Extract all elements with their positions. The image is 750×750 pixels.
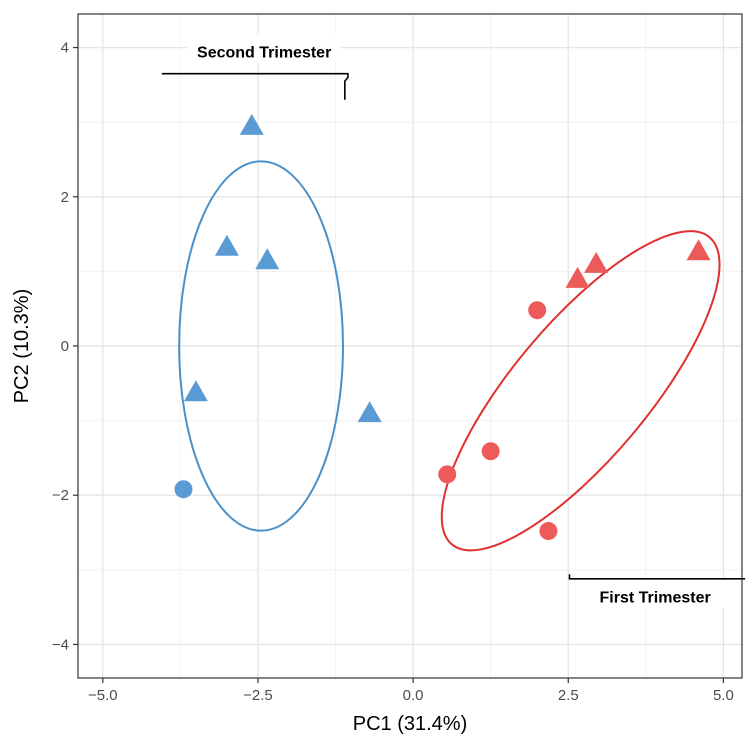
x-tick-label: −5.0 [88,687,118,704]
point-triangle-first [584,251,609,273]
ellipse-first [440,230,721,552]
point-circle-first [438,465,457,484]
point-triangle-second [357,401,382,423]
group-ellipses [178,160,721,552]
point-triangle-second [239,113,264,135]
point-circle-first [539,522,558,541]
point-circle-first [481,442,500,461]
x-tick-label: 2.5 [558,687,579,704]
grid [78,14,742,678]
x-tick-label: −2.5 [243,687,273,704]
annotation-label-bg [187,34,341,63]
point-triangle-first [565,266,590,288]
ellipse-second [178,160,344,532]
x-axis-title: PC1 (31.4%) [353,713,468,735]
y-tick-label: −4 [52,636,69,653]
annotation-label-bg [583,579,728,608]
point-circle-first [528,301,547,320]
point-triangle-second [183,380,208,402]
axis-ticks: −5.0 −2.5 0.0 2.5 5.0 −4 −2 0 2 4 [52,40,734,704]
annotations: Second Trimester First Trimester [161,34,746,608]
data-points [174,113,711,541]
point-triangle-second [255,248,280,270]
second-trimester-label: Second Trimester [197,44,331,61]
annotation-leader-line [161,72,349,100]
annotation-leader-line [568,574,746,580]
y-tick-label: 2 [61,189,69,206]
point-circle-second [174,480,193,499]
y-axis-title: PC2 (10.3%) [11,289,33,404]
y-tick-label: −2 [52,487,69,504]
point-triangle-second [214,234,239,256]
x-tick-label: 0.0 [403,687,424,704]
y-tick-label: 0 [61,338,69,355]
x-tick-label: 5.0 [713,687,734,704]
point-triangle-first [686,239,711,261]
first-trimester-label: First Trimester [600,590,711,607]
y-tick-label: 4 [61,40,69,57]
